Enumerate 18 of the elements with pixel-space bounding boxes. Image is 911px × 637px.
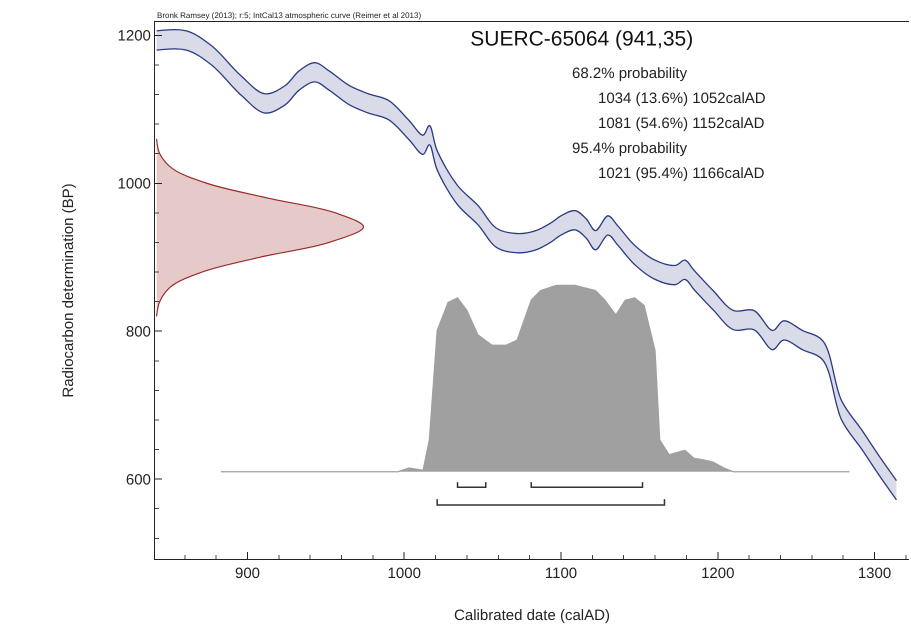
annotation: 1034 (13.6%) 1052calAD bbox=[598, 90, 766, 107]
annotation: 1081 (54.6%) 1152calAD bbox=[598, 115, 765, 132]
x-tick-label: 900 bbox=[234, 565, 260, 582]
x-tick-label: 1300 bbox=[858, 565, 892, 582]
y-tick-label: 1000 bbox=[118, 176, 151, 192]
x-tick-label: 1000 bbox=[388, 565, 421, 582]
y-axis-title: Radiocarbon determination (BP) bbox=[60, 183, 77, 398]
chart-title: SUERC-65064 (941,35) bbox=[470, 28, 694, 51]
y-tick-label: 800 bbox=[126, 323, 151, 340]
y-tick-label: 600 bbox=[126, 471, 151, 488]
annotation: 68.2% probability bbox=[572, 65, 688, 82]
annotation: 1021 (95.4%) 1166calAD bbox=[598, 165, 765, 182]
y-tick-label: 1200 bbox=[118, 28, 151, 45]
x-tick-label: 1100 bbox=[544, 565, 578, 582]
text: Bronk Ramsey (2013); r:5; IntCal13 atmospheric curve (Reimer et al 2013) bbox=[157, 11, 422, 20]
annotation: 95.4% probability bbox=[572, 140, 688, 157]
x-tick-label: 1200 bbox=[701, 565, 734, 582]
x-axis-title: Calibrated date (calAD) bbox=[454, 607, 610, 624]
